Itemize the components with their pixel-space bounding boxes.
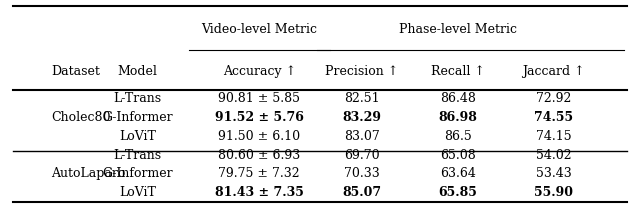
Text: 83.07: 83.07 <box>344 130 380 143</box>
Text: 53.43: 53.43 <box>536 167 572 180</box>
Text: Accuracy ↑: Accuracy ↑ <box>223 64 296 78</box>
Text: 63.64: 63.64 <box>440 167 476 180</box>
Text: Phase-level Metric: Phase-level Metric <box>399 23 516 36</box>
Text: Jaccard ↑: Jaccard ↑ <box>522 64 585 78</box>
Text: 83.29: 83.29 <box>342 111 381 124</box>
Text: L-Trans: L-Trans <box>113 92 162 105</box>
Text: 85.07: 85.07 <box>342 186 381 199</box>
Text: G-Informer: G-Informer <box>102 111 173 124</box>
Text: 91.52 ± 5.76: 91.52 ± 5.76 <box>215 111 303 124</box>
Text: 82.51: 82.51 <box>344 92 380 105</box>
Text: Video-level Metric: Video-level Metric <box>201 23 317 36</box>
Text: Precision ↑: Precision ↑ <box>325 64 398 78</box>
Text: 74.55: 74.55 <box>534 111 573 124</box>
Text: 86.5: 86.5 <box>444 130 472 143</box>
Text: 54.02: 54.02 <box>536 149 572 162</box>
Text: LoViT: LoViT <box>119 130 156 143</box>
Text: 74.15: 74.15 <box>536 130 572 143</box>
Text: 86.48: 86.48 <box>440 92 476 105</box>
Text: 72.92: 72.92 <box>536 92 572 105</box>
Text: 91.50 ± 6.10: 91.50 ± 6.10 <box>218 130 300 143</box>
Text: Dataset: Dataset <box>51 64 100 78</box>
Text: G-Informer: G-Informer <box>102 167 173 180</box>
Text: 65.08: 65.08 <box>440 149 476 162</box>
Text: 81.43 ± 7.35: 81.43 ± 7.35 <box>215 186 303 199</box>
Text: 69.70: 69.70 <box>344 149 380 162</box>
Text: AutoLaparo: AutoLaparo <box>51 167 125 180</box>
Text: Recall ↑: Recall ↑ <box>431 64 484 78</box>
Text: 65.85: 65.85 <box>438 186 477 199</box>
Text: L-Trans: L-Trans <box>113 149 162 162</box>
Text: 55.90: 55.90 <box>534 186 573 199</box>
Text: LoViT: LoViT <box>119 186 156 199</box>
Text: 90.81 ± 5.85: 90.81 ± 5.85 <box>218 92 300 105</box>
Text: 79.75 ± 7.32: 79.75 ± 7.32 <box>218 167 300 180</box>
Text: Model: Model <box>118 64 157 78</box>
Text: 86.98: 86.98 <box>438 111 477 124</box>
Text: Cholec80: Cholec80 <box>51 111 111 124</box>
Text: 80.60 ± 6.93: 80.60 ± 6.93 <box>218 149 300 162</box>
Text: 70.33: 70.33 <box>344 167 380 180</box>
